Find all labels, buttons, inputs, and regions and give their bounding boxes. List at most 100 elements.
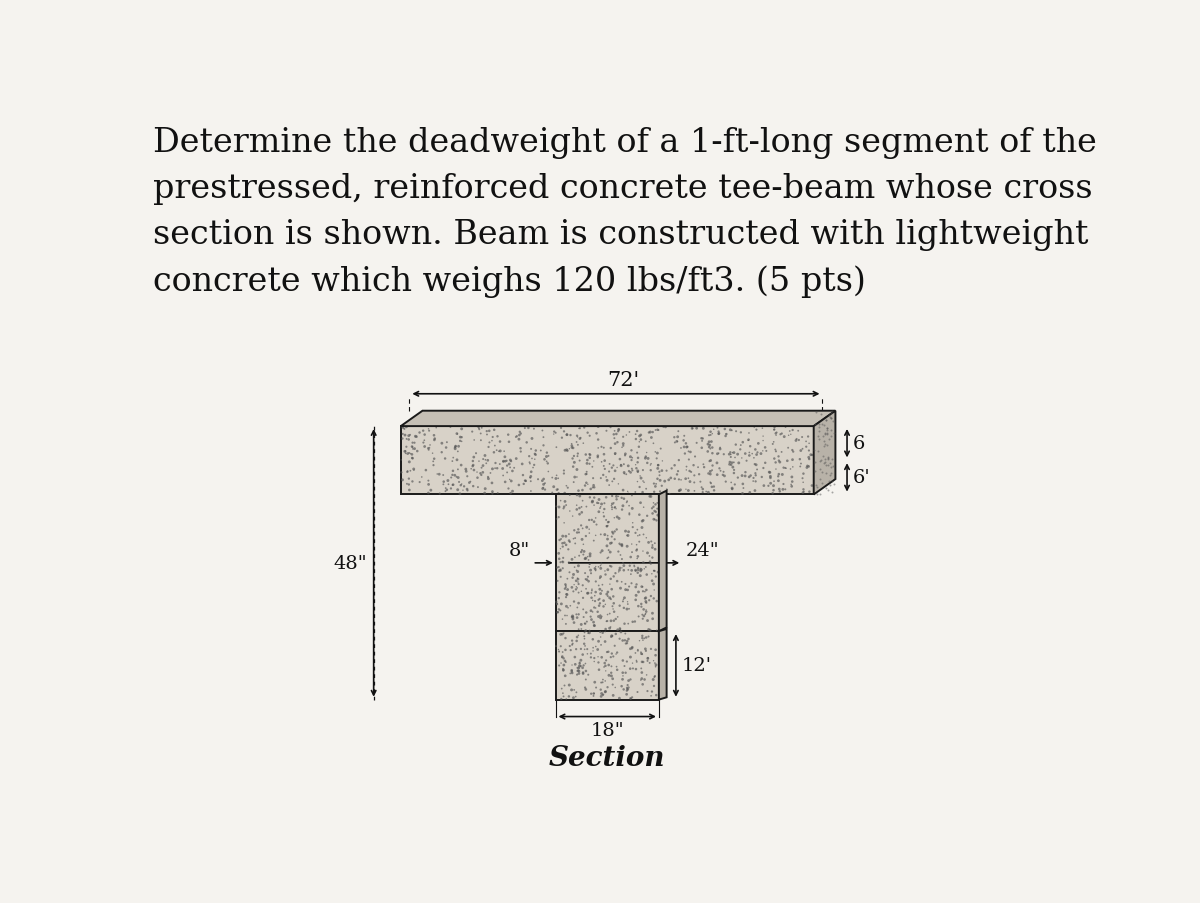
Point xyxy=(638,684,658,699)
Point xyxy=(629,600,648,614)
Point xyxy=(636,642,655,656)
Point xyxy=(617,687,636,702)
Point xyxy=(583,605,602,619)
Point xyxy=(628,552,647,566)
Point xyxy=(628,446,647,461)
Point xyxy=(815,427,834,442)
Point xyxy=(643,507,662,521)
Point xyxy=(626,646,646,660)
Point xyxy=(646,513,665,527)
Point xyxy=(604,428,623,442)
Point xyxy=(679,484,698,498)
Point xyxy=(643,673,662,687)
Point xyxy=(626,427,646,442)
Point xyxy=(703,427,722,442)
Point xyxy=(575,626,594,640)
Point xyxy=(552,421,571,435)
Point xyxy=(637,531,656,545)
Point xyxy=(816,414,835,428)
Point xyxy=(665,472,684,487)
Point xyxy=(397,420,416,434)
Point xyxy=(594,687,613,702)
Point xyxy=(564,460,583,474)
Point xyxy=(720,448,739,462)
Point xyxy=(694,432,713,446)
Point xyxy=(641,554,660,569)
Point xyxy=(474,452,493,467)
Point xyxy=(578,647,598,661)
Point xyxy=(691,475,710,489)
Point xyxy=(698,467,718,481)
Point xyxy=(569,575,588,590)
Point xyxy=(784,461,803,475)
Point xyxy=(623,451,642,465)
Point xyxy=(692,432,712,446)
Point xyxy=(575,637,594,651)
Point xyxy=(576,566,595,581)
Point xyxy=(449,444,468,459)
Point xyxy=(472,421,491,435)
Point xyxy=(604,496,623,510)
Point xyxy=(406,430,425,444)
Point xyxy=(592,498,611,512)
Point xyxy=(560,535,580,550)
Point xyxy=(569,438,588,452)
Point xyxy=(475,482,494,497)
Point xyxy=(676,472,695,487)
Point xyxy=(576,582,595,596)
Point xyxy=(761,470,780,484)
Point xyxy=(457,482,476,497)
Point xyxy=(598,473,617,488)
Point xyxy=(613,666,632,680)
Point xyxy=(457,470,476,484)
Point xyxy=(563,509,582,524)
Point xyxy=(450,475,469,489)
Point xyxy=(552,656,571,671)
Point xyxy=(725,478,744,492)
Point xyxy=(641,489,660,504)
Point xyxy=(680,475,700,489)
Point xyxy=(638,651,658,666)
Point xyxy=(565,657,584,672)
Point xyxy=(577,467,596,481)
Point xyxy=(696,485,715,499)
Point xyxy=(637,596,656,610)
Point xyxy=(588,605,607,619)
Point xyxy=(636,591,655,606)
Point xyxy=(419,422,438,436)
Point xyxy=(564,691,583,705)
Point xyxy=(472,468,491,482)
Point xyxy=(580,448,599,462)
Point xyxy=(571,622,590,637)
Point xyxy=(563,610,582,625)
Point xyxy=(818,451,838,465)
Point xyxy=(518,421,538,435)
Point xyxy=(782,443,802,458)
Point xyxy=(521,470,540,485)
Point xyxy=(626,578,646,592)
Point xyxy=(815,426,834,441)
Point xyxy=(583,471,602,486)
Point xyxy=(618,682,637,696)
Point xyxy=(578,570,598,584)
Point xyxy=(596,684,616,699)
Point xyxy=(620,450,640,464)
Point xyxy=(805,417,824,432)
Point xyxy=(683,422,702,436)
Point xyxy=(769,454,788,469)
Point xyxy=(734,481,754,496)
Point xyxy=(634,612,653,627)
Point xyxy=(788,424,808,439)
Point xyxy=(821,460,840,474)
Point xyxy=(793,471,812,486)
Point xyxy=(616,525,635,539)
Point xyxy=(576,468,595,482)
Point xyxy=(547,605,566,619)
Point xyxy=(618,539,637,554)
Point xyxy=(472,461,491,475)
Point xyxy=(714,465,733,479)
Point xyxy=(810,454,829,469)
Point xyxy=(636,591,655,605)
Point xyxy=(592,630,611,645)
Point xyxy=(817,422,836,436)
